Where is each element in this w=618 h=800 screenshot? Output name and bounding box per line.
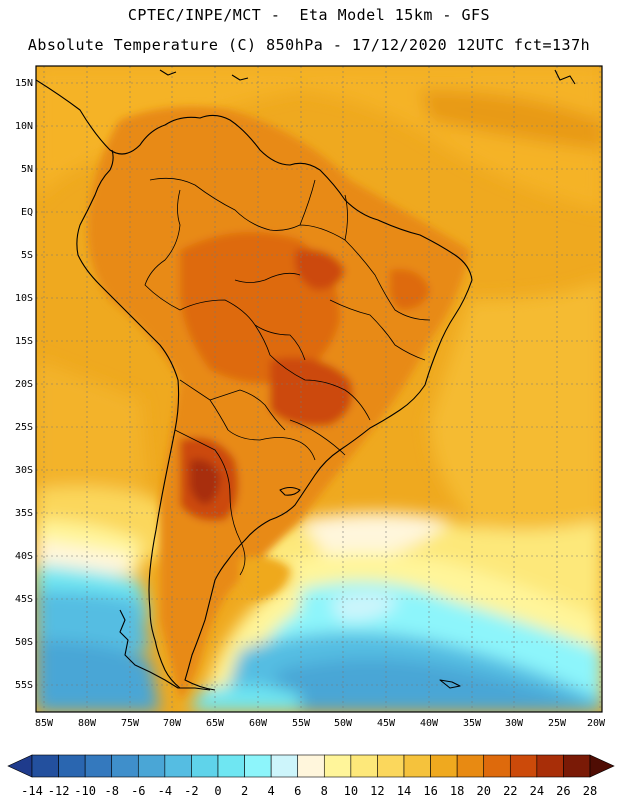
- coastline: [36, 69, 576, 691]
- colorbar-arrow-low: [7, 754, 33, 778]
- colorbar-swatch: [297, 754, 325, 778]
- lat-label: 35S: [15, 508, 33, 519]
- lon-label: 40W: [420, 718, 439, 729]
- colorbar-swatch: [377, 754, 405, 778]
- colorbar-swatch: [137, 754, 166, 778]
- lon-label: 55W: [292, 718, 311, 729]
- colorbar-label: 6: [294, 784, 301, 798]
- colorbar-swatch: [111, 754, 139, 778]
- lat-label: 50S: [15, 637, 33, 648]
- colorbar-label: -4: [158, 784, 172, 798]
- colorbar-swatch: [403, 754, 431, 778]
- colorbar-swatch: [164, 754, 192, 778]
- colorbar-label: -8: [104, 784, 118, 798]
- colorbar-label: 28: [583, 784, 597, 798]
- colorbar-label: 14: [397, 784, 411, 798]
- colorbar-label: 26: [556, 784, 570, 798]
- colorbar-swatch: [536, 754, 564, 778]
- colorbar-label: 0: [214, 784, 221, 798]
- lon-label: 65W: [206, 718, 225, 729]
- colorbar-swatch: [456, 754, 485, 778]
- lon-label: 60W: [249, 718, 268, 729]
- lon-label: 35W: [463, 718, 482, 729]
- colorbar-label: 8: [321, 784, 328, 798]
- lon-label: 45W: [377, 718, 396, 729]
- colorbar-label: -12: [48, 784, 70, 798]
- colorbar-swatch: [217, 754, 245, 778]
- colorbar-swatch: [483, 754, 511, 778]
- colorbar-swatch: [350, 754, 378, 778]
- colorbar-label: 22: [503, 784, 517, 798]
- latitude-labels: 15N 10N 5N EQ 5S 10S 15S 20S 25S 30S 35S…: [15, 78, 33, 691]
- lon-label: 25W: [548, 718, 567, 729]
- colorbar-swatch: [430, 754, 458, 778]
- lon-label: 75W: [121, 718, 140, 729]
- lat-label: 5S: [21, 250, 33, 261]
- colorbar-label: 18: [450, 784, 464, 798]
- colorbar-swatch: [270, 754, 299, 778]
- lat-label: 30S: [15, 465, 33, 476]
- colorbar-swatch: [84, 754, 113, 778]
- lat-label: 25S: [15, 422, 33, 433]
- colorbar-labels: -14 -12 -10 -8 -6 -4 -2 0 2 4 6 8 10 12 …: [21, 784, 597, 798]
- colorbar-label: 16: [423, 784, 437, 798]
- lat-label: 45S: [15, 594, 33, 605]
- lat-label: 10S: [15, 293, 33, 304]
- lon-label: 80W: [78, 718, 97, 729]
- lat-label: 15S: [15, 336, 33, 347]
- chart-title-line2: Absolute Temperature (C) 850hPa - 17/12/…: [27, 36, 591, 54]
- colorbar-swatch: [563, 754, 591, 778]
- longitude-labels: 85W 80W 75W 70W 65W 60W 55W 50W 45W 40W …: [35, 718, 606, 729]
- colorbar-swatch: [58, 754, 86, 778]
- colorbar-arrow-high: [589, 754, 615, 778]
- lon-label: 70W: [163, 718, 182, 729]
- map-frame: [35, 65, 603, 713]
- graticule: [36, 66, 602, 712]
- lat-label: 10N: [15, 121, 33, 132]
- colorbar-swatch: [244, 754, 272, 778]
- lon-label: 20W: [587, 718, 606, 729]
- colorbar-label: 24: [530, 784, 544, 798]
- colorbar-swatch: [31, 754, 59, 778]
- colorbar-swatch: [509, 754, 538, 778]
- chart-title-line1: CPTEC/INPE/MCT - Eta Model 15km - GFS: [127, 6, 491, 24]
- colorbar-label: 4: [267, 784, 274, 798]
- lat-label: 20S: [15, 379, 33, 390]
- temperature-field: [36, 66, 602, 712]
- colorbar-label: -6: [131, 784, 145, 798]
- colorbar-label: -14: [21, 784, 43, 798]
- country-borders: [144, 177, 431, 576]
- lon-label: 85W: [35, 718, 54, 729]
- lon-label: 50W: [334, 718, 353, 729]
- colorbar-label: 12: [370, 784, 384, 798]
- lat-label: 15N: [15, 78, 33, 89]
- colorbar: [7, 754, 615, 778]
- lat-label: 5N: [21, 164, 33, 175]
- lon-label: 30W: [505, 718, 524, 729]
- colorbar-label: 10: [344, 784, 358, 798]
- colorbar-label: -2: [184, 784, 198, 798]
- lat-label: 40S: [15, 551, 33, 562]
- lat-label: 55S: [15, 680, 33, 691]
- colorbar-label: 20: [476, 784, 490, 798]
- lat-label: EQ: [21, 207, 33, 218]
- colorbar-swatch: [191, 754, 219, 778]
- colorbar-swatch: [323, 754, 352, 778]
- colorbar-label: -10: [74, 784, 96, 798]
- colorbar-label: 2: [241, 784, 248, 798]
